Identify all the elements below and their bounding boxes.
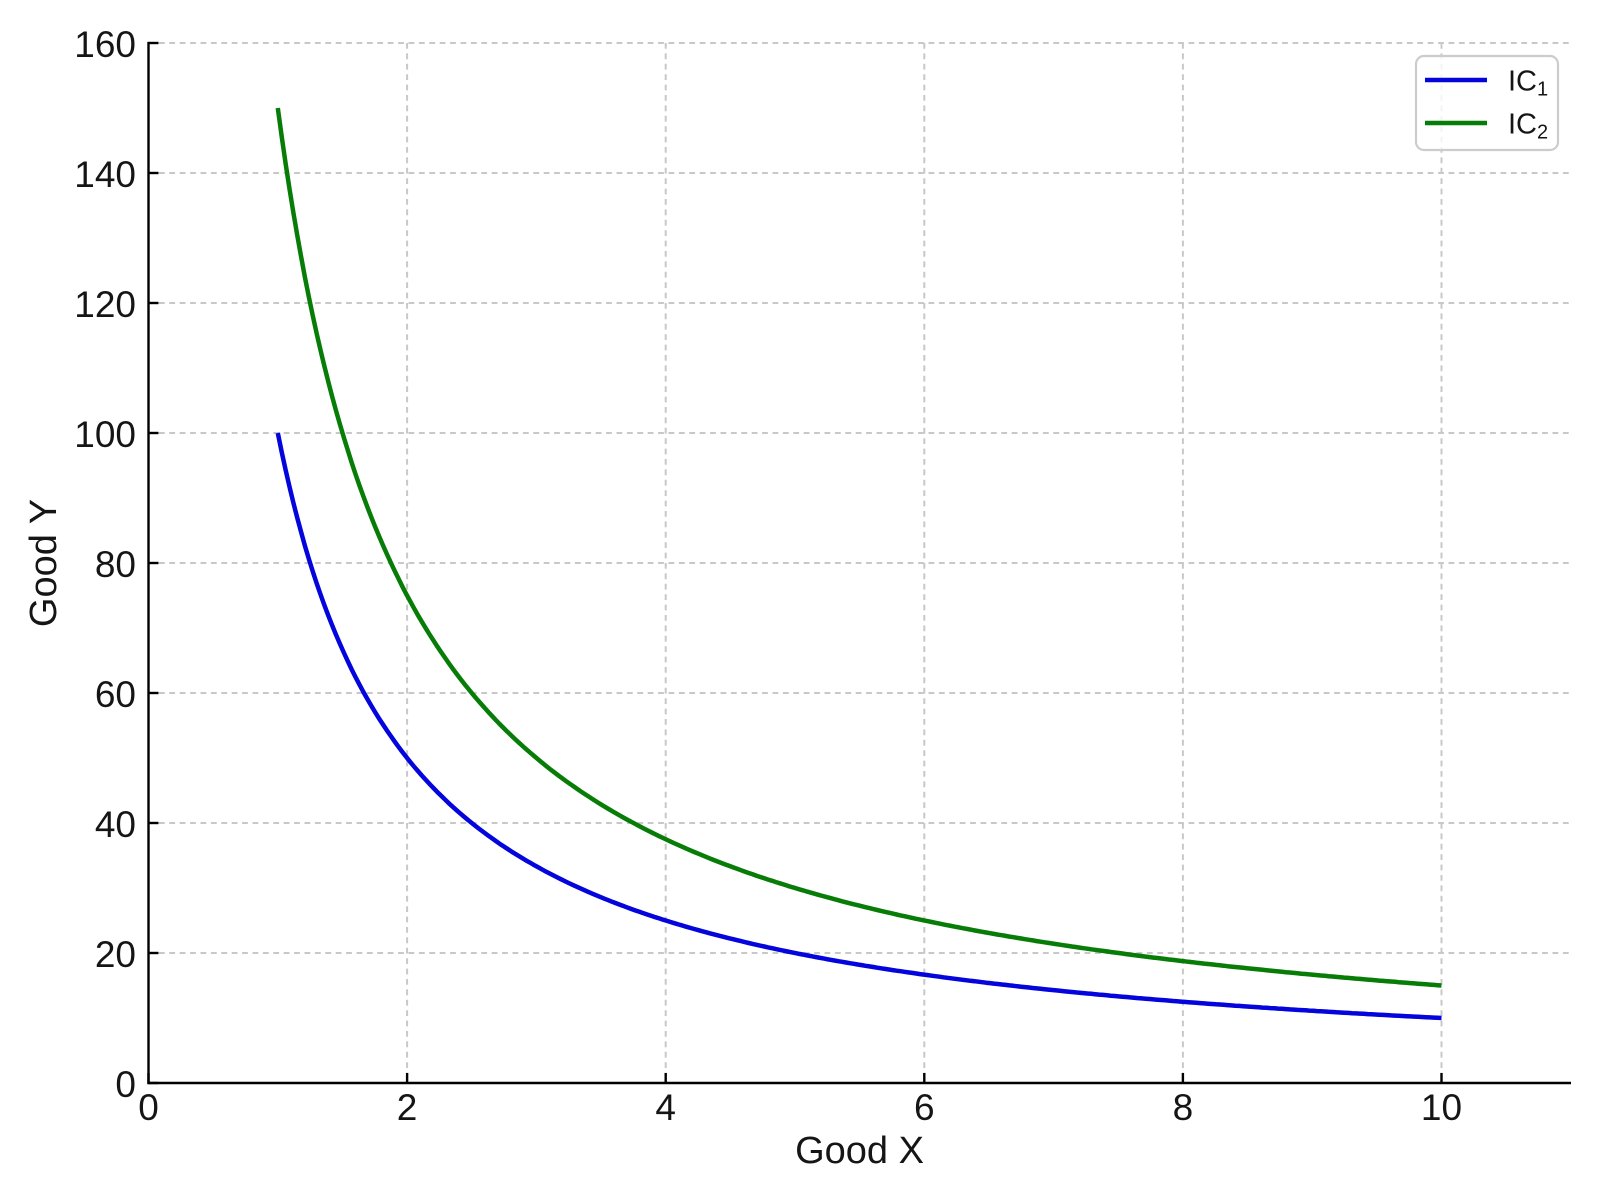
svg-text:160: 160	[74, 24, 136, 65]
svg-text:100: 100	[74, 414, 136, 455]
svg-text:4: 4	[655, 1087, 676, 1128]
svg-text:40: 40	[95, 804, 136, 845]
svg-text:140: 140	[74, 154, 136, 195]
svg-text:0: 0	[115, 1064, 136, 1105]
svg-text:120: 120	[74, 284, 136, 325]
svg-text:Good X: Good X	[795, 1130, 924, 1172]
svg-text:Good Y: Good Y	[23, 499, 65, 627]
svg-text:8: 8	[1173, 1087, 1194, 1128]
svg-text:10: 10	[1421, 1087, 1462, 1128]
svg-text:60: 60	[95, 674, 136, 715]
svg-text:2: 2	[397, 1087, 418, 1128]
svg-text:6: 6	[914, 1087, 935, 1128]
svg-text:80: 80	[95, 544, 136, 585]
svg-text:20: 20	[95, 934, 136, 975]
svg-text:0: 0	[138, 1087, 159, 1128]
